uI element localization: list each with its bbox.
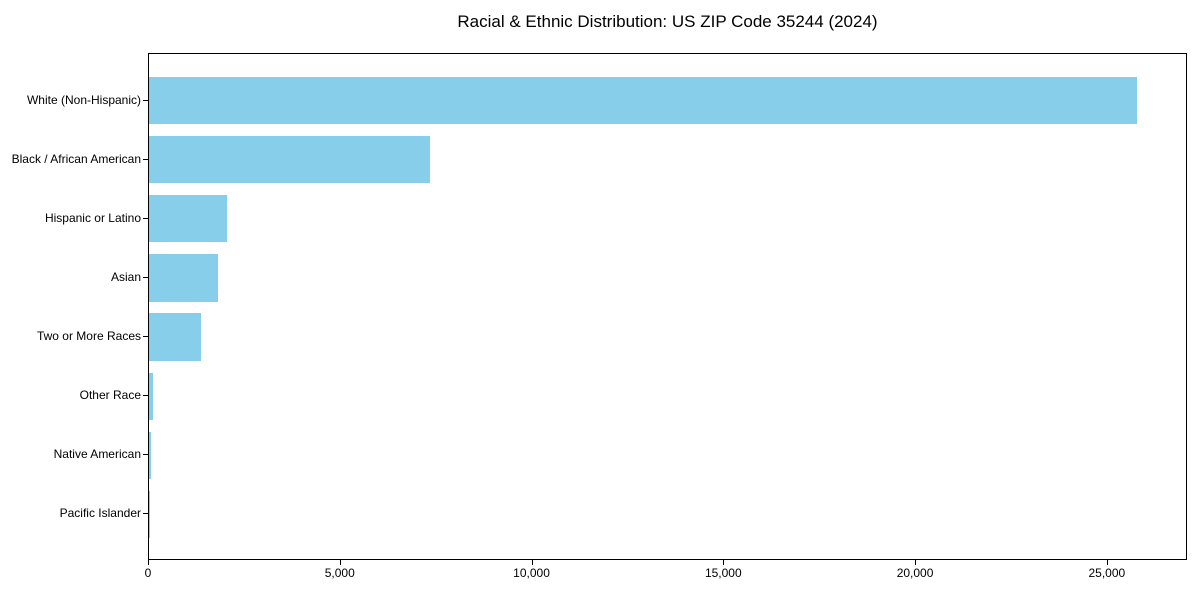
y-tick-label-native-american: Native American — [53, 447, 141, 462]
y-tick-mark — [143, 336, 148, 338]
y-tick-mark — [143, 454, 148, 456]
y-tick-mark — [143, 395, 148, 397]
y-tick-label-other-race: Other Race — [79, 388, 141, 403]
chart-title: Racial & Ethnic Distribution: US ZIP Cod… — [457, 12, 878, 31]
bar-asian — [149, 254, 219, 302]
bar-hispanic-or-latino — [149, 195, 227, 243]
x-tick-label-25-000: 25,000 — [1088, 566, 1126, 580]
y-tick-label-asian: Asian — [110, 269, 141, 284]
x-tick-label-15-000: 15,000 — [704, 566, 742, 580]
x-tick-label-10-000: 10,000 — [513, 566, 550, 580]
y-tick-label-pacific-islander: Pacific Islander — [59, 506, 141, 521]
x-tick-label-20-000: 20,000 — [896, 566, 934, 580]
y-tick-mark — [143, 217, 148, 219]
y-tick-label-hispanic-or-latino: Hispanic or Latino — [44, 210, 141, 225]
x-tick-mark — [339, 560, 341, 565]
bar-two-or-more-races — [149, 313, 202, 361]
y-tick-mark — [143, 158, 148, 160]
y-tick-label-two-or-more-races: Two or More Races — [36, 329, 141, 344]
y-tick-label-white-non-hispanic: White (Non-Hispanic) — [26, 92, 141, 107]
x-tick-mark — [723, 560, 725, 565]
x-tick-mark — [148, 560, 149, 565]
x-tick-mark — [1106, 560, 1108, 565]
bar-other-race — [149, 372, 153, 420]
y-tick-mark — [143, 513, 148, 515]
x-tick-label-5-000: 5,000 — [324, 566, 355, 580]
x-tick-label-0: 0 — [144, 566, 152, 580]
bar-native-american — [149, 431, 151, 479]
plot-area — [148, 53, 1187, 560]
x-tick-mark — [915, 560, 917, 565]
bar-black-african-american — [149, 136, 431, 184]
y-tick-label-black-african-american: Black / African American — [11, 151, 141, 166]
y-tick-mark — [143, 276, 148, 278]
x-tick-mark — [531, 560, 533, 565]
y-tick-mark — [143, 99, 148, 101]
bar-white-non-hispanic — [149, 77, 1137, 125]
